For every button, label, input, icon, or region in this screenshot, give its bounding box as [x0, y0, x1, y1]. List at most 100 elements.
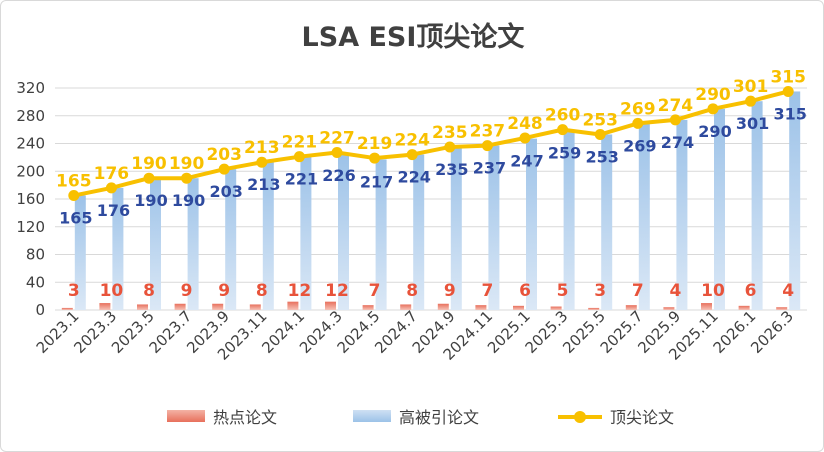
data-label-top: 274	[658, 96, 694, 116]
data-label-hot: 4	[782, 281, 794, 301]
x-tick-label: 2026.3	[747, 307, 797, 357]
point-top	[293, 151, 305, 163]
bar-hot	[437, 303, 449, 310]
data-label-hot: 9	[218, 281, 230, 301]
data-label-hot: 12	[325, 281, 349, 301]
line-top	[73, 89, 789, 198]
bar-hot	[625, 305, 637, 310]
data-label-high: 190	[172, 191, 205, 210]
data-label-high: 274	[661, 133, 694, 152]
data-label-high: 165	[59, 209, 92, 228]
point-top	[481, 140, 493, 152]
y-tick-label: 320	[16, 79, 45, 97]
data-label-top: 190	[131, 154, 167, 174]
data-label-high: 247	[510, 152, 543, 171]
data-label-top: 301	[733, 77, 769, 97]
data-label-top: 219	[357, 134, 393, 154]
bar-high	[676, 119, 688, 310]
data-label-top: 269	[620, 99, 656, 119]
y-tick-label: 80	[26, 246, 45, 264]
data-label-hot: 7	[632, 281, 644, 301]
data-label-high: 301	[736, 114, 769, 133]
data-label-high: 315	[773, 104, 806, 123]
data-label-hot: 4	[669, 281, 681, 301]
legend-item-high[interactable]: 高被引论文	[353, 401, 479, 431]
data-label-high: 269	[623, 136, 656, 155]
bar-hot	[776, 307, 788, 310]
legend-label-top: 顶尖论文	[610, 408, 675, 427]
bar-high	[601, 134, 613, 310]
data-label-high: 253	[585, 147, 618, 166]
y-tick-label: 160	[16, 190, 45, 208]
data-label-high: 203	[209, 182, 242, 201]
data-label-high: 235	[435, 160, 468, 179]
data-label-high: 190	[134, 191, 167, 210]
data-label-hot: 7	[481, 281, 493, 301]
bar-high	[262, 162, 274, 310]
bar-hot	[61, 307, 73, 310]
point-top	[68, 190, 80, 202]
legend-swatch-hot	[167, 410, 205, 422]
point-top	[594, 128, 606, 140]
data-label-hot: 10	[701, 281, 725, 301]
bar-high	[375, 159, 387, 310]
data-label-top: 165	[56, 172, 92, 192]
data-label-top: 227	[319, 129, 355, 149]
data-label-top: 253	[582, 110, 618, 130]
bar-high	[751, 101, 763, 311]
point-top	[406, 149, 418, 161]
bar-hot	[249, 304, 261, 310]
data-label-top: 213	[244, 138, 280, 158]
bar-hot	[738, 305, 750, 310]
data-label-high: 221	[285, 170, 318, 189]
bar-hot	[550, 306, 562, 310]
legend-label-high: 高被引论文	[399, 408, 480, 427]
legend-swatch-top	[558, 410, 602, 423]
bar-high	[413, 154, 425, 310]
data-label-high: 237	[473, 159, 506, 178]
bar-high	[338, 153, 349, 310]
legend-item-top[interactable]: 顶尖论文	[558, 401, 674, 431]
bar-high	[150, 178, 161, 310]
bar-hot	[325, 301, 336, 310]
point-top	[143, 172, 155, 184]
data-label-top: 235	[432, 123, 468, 143]
bar-high	[488, 145, 500, 310]
data-label-hot: 7	[369, 281, 381, 301]
bar-high	[187, 178, 199, 310]
legend-item-hot[interactable]: 热点论文	[167, 401, 277, 431]
point-top	[331, 147, 343, 159]
y-tick-label: 0	[35, 301, 45, 319]
data-label-hot: 3	[68, 281, 80, 301]
point-top	[256, 156, 268, 168]
legend-label-hot: 热点论文	[213, 408, 278, 427]
data-label-top: 290	[695, 85, 731, 105]
data-label-high: 213	[247, 175, 280, 194]
point-top	[557, 124, 569, 136]
data-label-high: 176	[97, 201, 130, 220]
data-label-high: 224	[397, 168, 430, 187]
y-tick-label: 240	[16, 135, 45, 153]
data-label-top: 221	[282, 133, 318, 153]
bar-high	[638, 123, 650, 310]
bar-high	[789, 91, 801, 310]
bar-hot	[137, 304, 148, 310]
point-top	[181, 172, 193, 184]
data-label-hot: 9	[444, 281, 456, 301]
data-label-hot: 6	[519, 281, 531, 301]
bar-high	[112, 187, 124, 310]
data-label-hot: 8	[143, 281, 155, 301]
data-label-hot: 5	[557, 281, 569, 301]
data-label-hot: 10	[100, 281, 124, 301]
point-top	[444, 141, 456, 153]
data-label-top: 315	[770, 67, 806, 87]
y-tick-label: 40	[26, 273, 45, 291]
bar-hot	[588, 307, 600, 310]
y-tick-label: 200	[16, 162, 45, 180]
data-label-high: 226	[322, 166, 355, 185]
y-tick-label: 120	[16, 218, 45, 236]
bar-high	[714, 108, 725, 310]
bar-hot	[287, 301, 299, 310]
legend-swatch-high	[353, 410, 391, 422]
